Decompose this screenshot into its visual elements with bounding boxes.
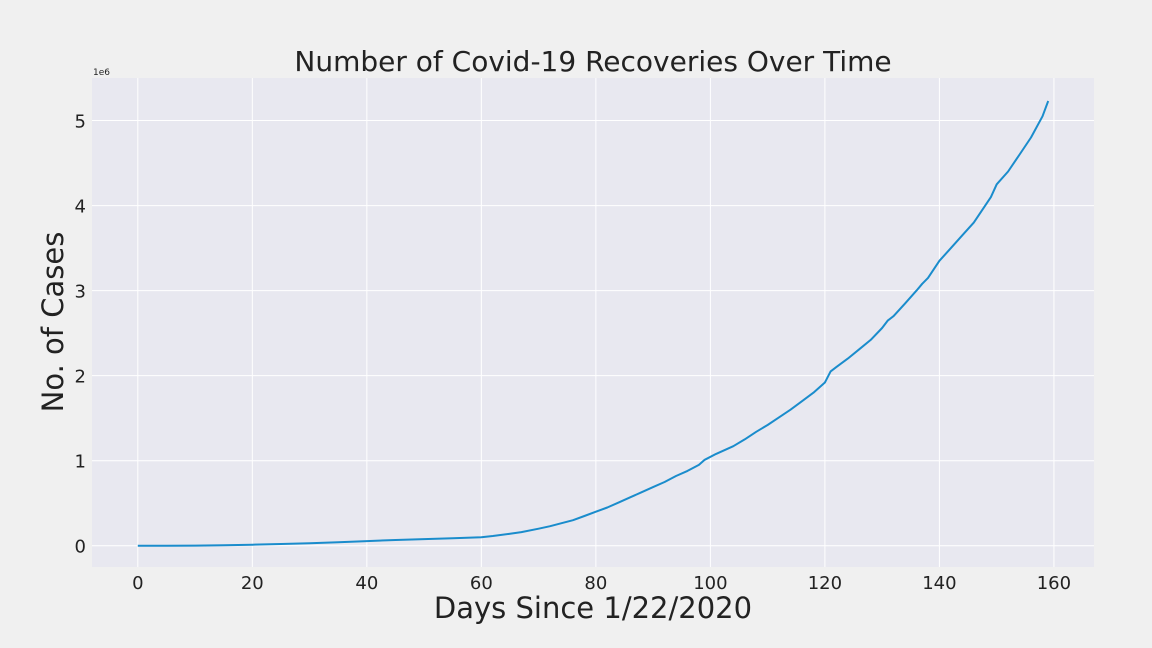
x-tick-label: 100 [693, 573, 727, 594]
y-tick-label: 0 [75, 537, 86, 558]
grid-lines [92, 78, 1094, 567]
x-tick-labels: 0 20 40 60 80 100 120 140 160 [132, 573, 1071, 594]
series-layer [137, 100, 1050, 547]
plot-area [92, 78, 1094, 567]
x-tick-label: 160 [1037, 573, 1071, 594]
y-tick-label: 1 [75, 452, 86, 473]
y-tick-label: 2 [75, 367, 86, 388]
recoveries-series-line [137, 100, 1050, 547]
x-tick-label: 20 [241, 573, 264, 594]
x-tick-label: 80 [584, 573, 607, 594]
chart-title: Number of Covid-19 Recoveries Over Time [294, 45, 891, 78]
x-tick-label: 40 [355, 573, 378, 594]
y-tick-labels: 0 1 2 3 4 5 [75, 112, 86, 558]
x-tick-label: 0 [132, 573, 143, 594]
x-tick-label: 60 [470, 573, 493, 594]
y-offset-label: 1e6 [93, 68, 110, 78]
y-tick-label: 5 [75, 112, 86, 133]
x-tick-label: 140 [922, 573, 956, 594]
y-tick-label: 4 [75, 197, 86, 218]
y-axis-label: No. of Cases [36, 232, 70, 413]
y-tick-label: 3 [75, 282, 86, 303]
x-tick-label: 120 [808, 573, 842, 594]
x-axis-label: Days Since 1/22/2020 [434, 591, 752, 625]
